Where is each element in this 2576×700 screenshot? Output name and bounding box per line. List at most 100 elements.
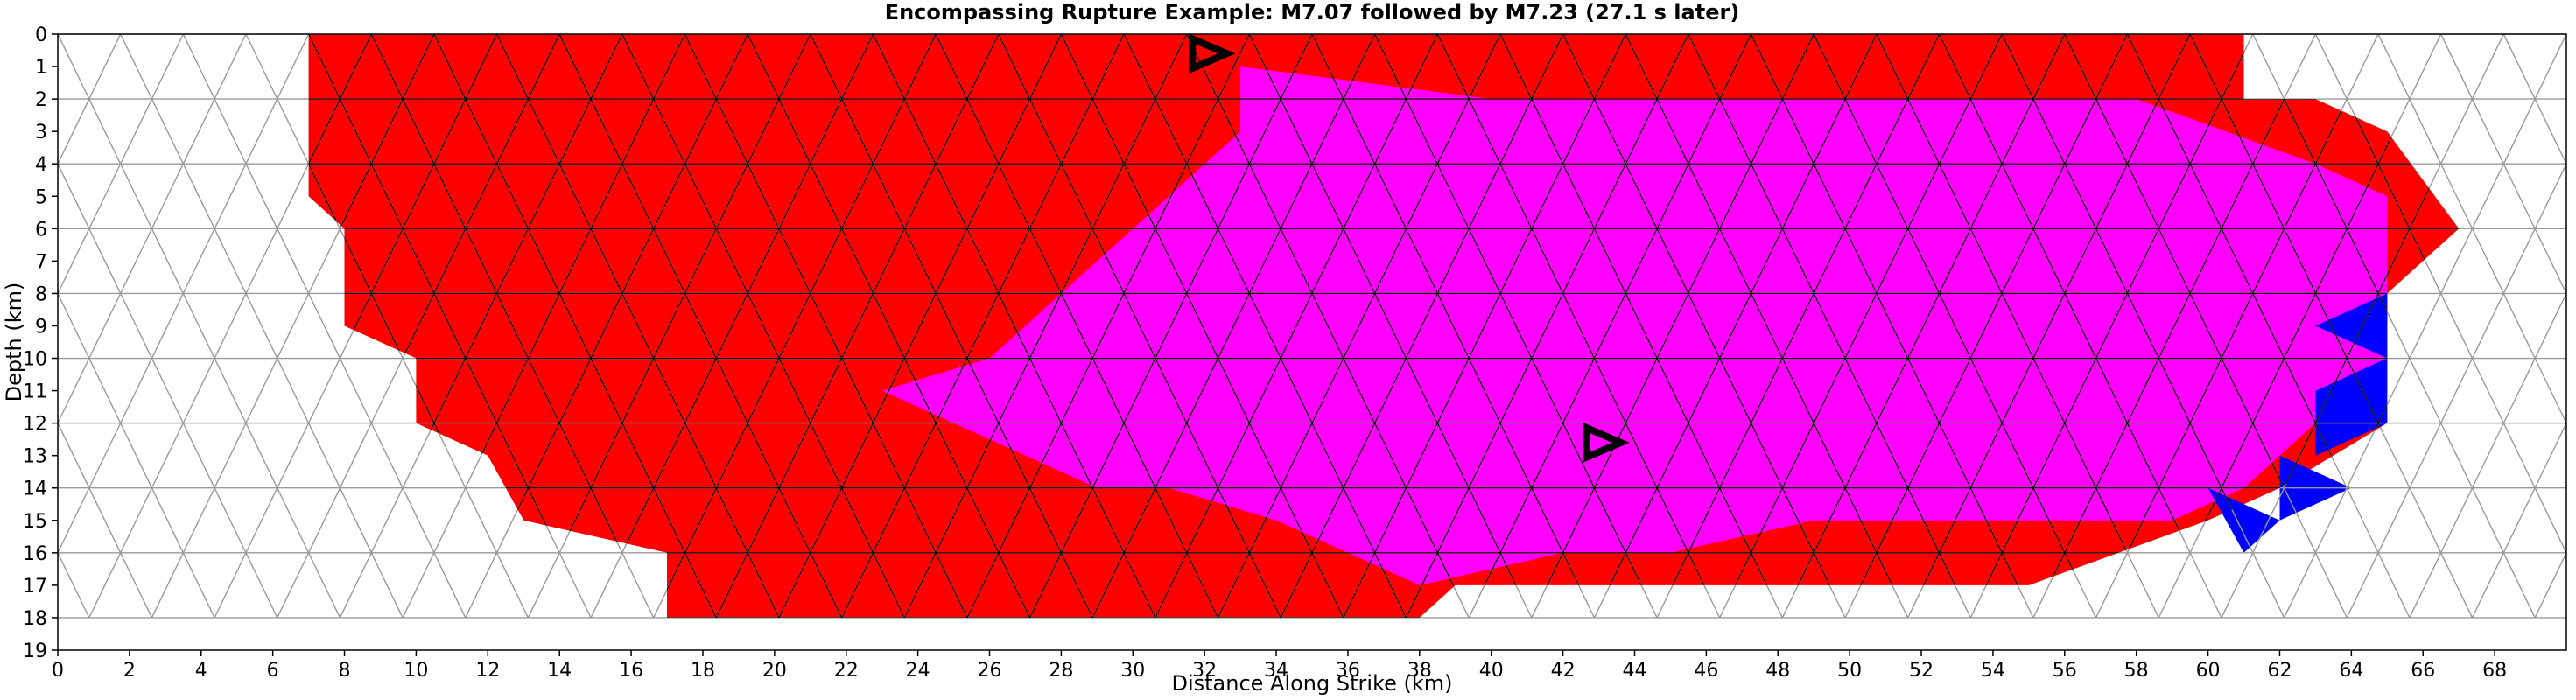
y-tick-label: 4 [35,154,47,176]
hypocenter-layer [1189,33,1630,463]
rupture-mesh-diagonal [2252,423,2285,488]
rupture-mesh-diagonal [1248,228,1281,294]
rupture-mesh-diagonal [998,228,1031,294]
rupture-mesh-diagonal [1060,487,1093,554]
rupture-mesh-diagonal [2284,423,2316,488]
rupture-mesh-diagonal [1405,293,1438,359]
rupture-mesh-diagonal [2189,423,2222,488]
rupture-mesh-diagonal [2158,98,2191,164]
rupture-mesh-diagonal [1907,423,1940,488]
rupture-mesh-diagonal [1155,228,1188,294]
rupture-mesh-diagonal [1625,228,1658,294]
rupture-mesh-diagonal [1907,293,1940,359]
mesh-diagonal [370,358,404,424]
rupture-mesh-diagonal [1311,358,1344,424]
rupture-mesh-diagonal [747,98,780,164]
rupture-mesh-diagonal [1468,358,1501,424]
rupture-mesh-diagonal [433,293,467,359]
rupture-mesh-diagonal [2566,553,2576,618]
rupture-mesh-diagonal [308,34,340,100]
rupture-mesh-diagonal [2377,163,2411,229]
rupture-mesh-diagonal [684,552,717,618]
rupture-mesh-diagonal [1155,98,1188,164]
rupture-mesh-diagonal [1781,98,1814,164]
rupture-mesh-diagonal [370,34,404,100]
rupture-mesh-diagonal [1436,487,1470,554]
rupture-mesh-diagonal [1593,163,1626,229]
mesh-diagonal [2502,293,2536,359]
rupture-mesh-diagonal [1248,358,1281,424]
rupture-mesh-diagonal [2284,358,2316,424]
rupture-mesh-diagonal [2126,358,2159,424]
mesh-diagonal [182,293,215,359]
rupture-mesh-diagonal [1688,34,1721,100]
rupture-mesh-diagonal [1186,98,1219,164]
mesh-diagonal [2346,34,2379,100]
rupture-mesh-diagonal [903,34,937,100]
mesh-diagonal [2534,34,2566,100]
y-tick-label: 16 [23,543,47,565]
rupture-mesh-diagonal [810,34,843,100]
x-tick-label: 16 [619,660,643,682]
rupture-mesh-diagonal [1155,293,1188,359]
rupture-mesh-diagonal [715,228,748,294]
mesh-diagonal [182,228,215,294]
rupture-mesh-diagonal [935,358,968,424]
rupture-mesh-diagonal [1876,163,1909,229]
mesh-diagonal [88,358,122,424]
mesh-diagonal [245,487,278,554]
rupture-mesh-diagonal [2221,228,2254,294]
rupture-mesh-diagonal [1218,228,1250,294]
mesh-diagonal [245,293,278,359]
mesh-diagonal [2314,34,2348,100]
x-tick-label: 8 [339,660,351,682]
rupture-mesh-diagonal [872,228,905,294]
rupture-mesh-diagonal [1499,358,1533,424]
mesh-diagonal [245,358,278,424]
mesh-diagonal [58,423,90,489]
mesh-diagonal [151,552,184,619]
y-tick-label: 14 [23,479,47,500]
rupture-mesh-diagonal [935,552,968,618]
rupture-mesh-diagonal [1813,34,1846,100]
rupture-mesh-diagonal [2314,228,2348,294]
rupture-mesh-diagonal [1876,487,1909,554]
rupture-mesh-diagonal [747,34,780,100]
rupture-mesh-diagonal [2284,163,2316,229]
rupture-mesh-diagonal [1155,487,1188,554]
mesh-diagonal [88,228,122,294]
rupture-mesh-diagonal [2252,163,2285,229]
mesh-diagonal [58,487,90,554]
rupture-mesh-diagonal [1091,163,1125,229]
rupture-mesh-diagonal [1311,163,1344,229]
rupture-mesh-diagonal [558,163,592,229]
rupture-mesh-diagonal [841,34,874,100]
rupture-mesh-diagonal [966,98,1000,164]
rupture-mesh-diagonal [2566,228,2576,293]
rupture-mesh-diagonal [810,293,843,359]
mesh-diagonal [214,358,247,424]
y-tick-label: 9 [35,316,47,338]
rupture-mesh-diagonal [872,358,905,424]
rupture-mesh-diagonal [1688,98,1721,164]
x-tick-label: 26 [978,660,1002,682]
rupture-mesh-diagonal [2032,487,2066,554]
rupture-mesh-diagonal [1280,293,1313,359]
rupture-mesh-diagonal [1562,163,1595,229]
rupture-mesh-diagonal [370,98,404,164]
rupture-mesh-diagonal [1656,163,1689,229]
rupture-mesh-diagonal [2566,488,2576,553]
rupture-mesh-diagonal [1593,293,1626,359]
rupture-mesh-diagonal [1123,293,1156,359]
mesh-diagonal [307,487,341,554]
rupture-mesh-diagonal [1625,98,1658,164]
rupture-mesh-diagonal [2284,228,2316,294]
rupture-mesh-diagonal [1751,423,1783,488]
rupture-mesh-diagonal [339,228,372,294]
rupture-mesh-diagonal [1499,34,1533,100]
rupture-mesh-diagonal [1468,423,1501,488]
rupture-mesh-diagonal [2252,228,2285,294]
y-tick-label: 1 [35,57,47,79]
rupture-mesh-diagonal [1280,163,1313,229]
rupture-mesh-diagonal [1468,228,1501,294]
